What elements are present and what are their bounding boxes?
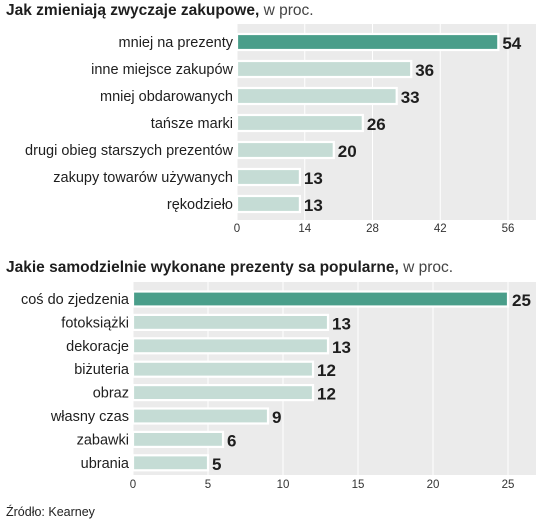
chart-1-bar [235, 59, 413, 79]
chart-1-bar [235, 113, 364, 133]
chart-1-data-label: 13 [304, 196, 323, 215]
chart-1-bar [235, 32, 500, 52]
chart-2-data-label: 12 [317, 385, 336, 404]
chart-1-bar [235, 167, 302, 187]
chart-1-category-label: rękodzieło [167, 197, 233, 213]
chart-1-x-tick-label: 56 [502, 223, 515, 235]
chart-2-title-text: Jakie samodzielnie wykonane prezenty sa … [6, 259, 399, 276]
chart-2-title: Jakie samodzielnie wykonane prezenty sa … [6, 259, 453, 277]
chart-1-bar [235, 194, 302, 214]
chart-2-x-tick-label: 0 [130, 479, 136, 491]
chart-2-category-label: własny czas [50, 409, 129, 425]
chart-2-x-tick-label: 5 [205, 479, 211, 491]
chart-1-data-label: 33 [401, 88, 420, 107]
chart-2-bar [131, 290, 510, 308]
chart-1-data-label: 26 [367, 115, 386, 134]
chart-1-x-tick-label: 14 [298, 223, 311, 235]
chart-2-bar [131, 407, 270, 425]
chart-1-title: Jak zmieniają zwyczaje zakupowe, w proc. [6, 2, 314, 20]
chart-1-unit: w proc. [263, 2, 314, 19]
chart-1-category-label: mniej obdarowanych [100, 89, 233, 105]
chart-2-category-label: coś do zjedzenia [21, 292, 130, 308]
chart-2-data-label: 13 [332, 338, 351, 357]
chart-1-data-label: 20 [338, 142, 357, 161]
chart-2-data-label: 5 [212, 455, 221, 474]
chart-1-bar [235, 140, 335, 160]
chart-1-bar [235, 86, 398, 106]
chart-2-bar [131, 313, 330, 331]
chart-1-category-label: zakupy towarów używanych [53, 170, 233, 186]
chart-1-title-text: Jak zmieniają zwyczaje zakupowe, [6, 2, 260, 19]
chart-1-category-label: tańsze marki [151, 116, 233, 132]
chart-1-x-tick-label: 42 [434, 223, 447, 235]
source-note: Źródło: Kearney [6, 505, 95, 519]
chart-2-data-label: 12 [317, 361, 336, 380]
chart-2-x-tick-label: 10 [277, 479, 290, 491]
chart-2-bar [131, 384, 315, 402]
chart-2-x-tick-label: 15 [352, 479, 365, 491]
chart-2-bar [131, 430, 225, 448]
chart-2-bar [131, 337, 330, 355]
chart-2-x-tick-label: 20 [427, 479, 440, 491]
chart-2-data-label: 25 [512, 291, 531, 310]
chart-2-category-label: fotoksiążki [61, 315, 129, 331]
chart-1-x-tick-label: 0 [234, 223, 240, 235]
chart-2-category-label: obraz [93, 386, 129, 402]
chart-2-data-label: 13 [332, 314, 351, 333]
chart-2-data-label: 6 [227, 431, 236, 450]
chart-1-data-label: 54 [502, 34, 521, 53]
chart-2-category-label: zabawki [77, 432, 129, 448]
chart-2-bar [131, 454, 210, 472]
chart-2-category-label: biżuteria [74, 362, 130, 378]
chart-2-bar [131, 360, 315, 378]
chart-2-x-tick-label: 25 [502, 479, 515, 491]
chart-2-data-label: 9 [272, 408, 281, 427]
chart-1-data-label: 36 [415, 61, 434, 80]
chart-2-category-label: ubrania [81, 456, 130, 472]
chart-1-category-label: mniej na prezenty [119, 35, 234, 51]
chart-1-category-label: drugi obieg starszych prezentów [25, 143, 233, 159]
chart-1-x-tick-label: 28 [366, 223, 379, 235]
chart-1-data-label: 13 [304, 169, 323, 188]
chart-2-unit: w proc. [403, 259, 454, 276]
chart-1-category-label: inne miejsce zakupów [91, 62, 233, 78]
chart-2-category-label: dekoracje [66, 339, 129, 355]
